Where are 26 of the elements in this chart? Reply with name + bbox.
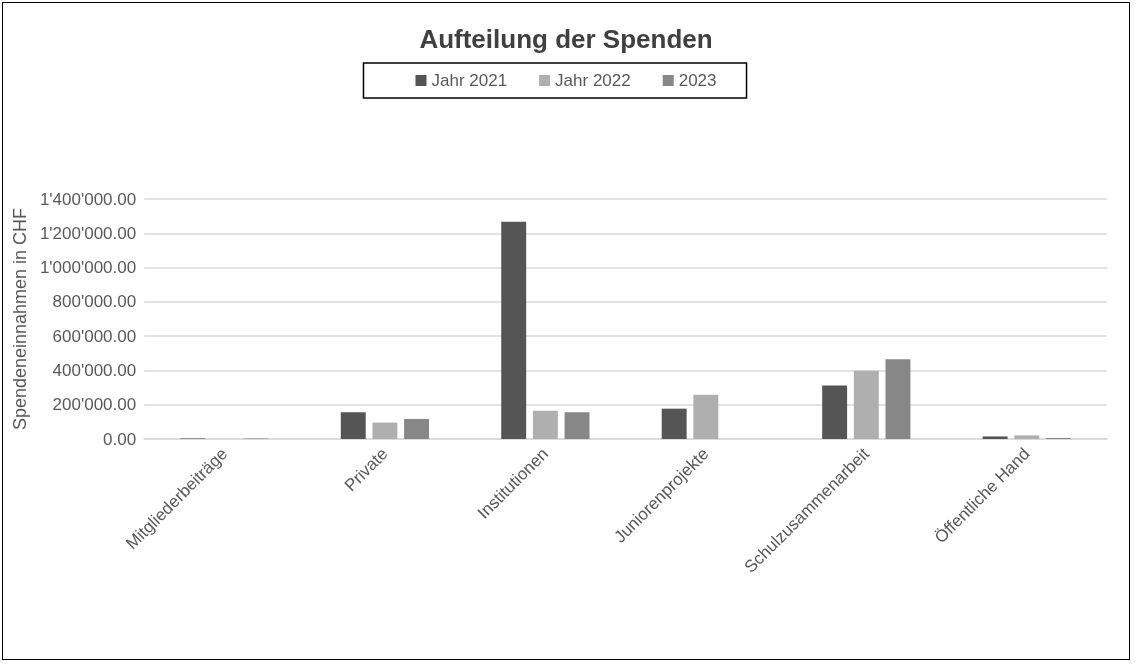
bar <box>372 422 398 439</box>
bar <box>501 221 527 439</box>
y-tick-label: 600'000.00 <box>52 326 137 346</box>
bar <box>853 370 879 439</box>
legend-label: Jahr 2022 <box>555 71 631 90</box>
bar <box>1014 435 1040 439</box>
y-tick-label: 1'200'000.00 <box>39 223 137 243</box>
y-tick-label: 0.00 <box>103 429 137 449</box>
bar <box>885 359 911 439</box>
y-tick-label: 800'000.00 <box>52 292 137 312</box>
bar <box>822 385 848 439</box>
bar <box>532 410 558 439</box>
bar <box>340 412 366 439</box>
bar <box>661 408 687 439</box>
y-tick-label: 1'400'000.00 <box>39 189 137 209</box>
chart-title: Aufteilung der Spenden <box>419 24 713 54</box>
bar <box>404 418 430 439</box>
bar <box>982 436 1008 439</box>
y-tick-label: 400'000.00 <box>52 360 137 380</box>
y-tick-label: 200'000.00 <box>52 395 137 415</box>
y-axis-title: Spendeneinnahmen in CHF <box>10 207 30 431</box>
legend-label: 2023 <box>678 71 717 90</box>
y-tick-label: 1'000'000.00 <box>39 258 137 278</box>
bar <box>564 412 590 439</box>
bar <box>693 394 719 439</box>
legend-label: Jahr 2021 <box>431 71 508 90</box>
